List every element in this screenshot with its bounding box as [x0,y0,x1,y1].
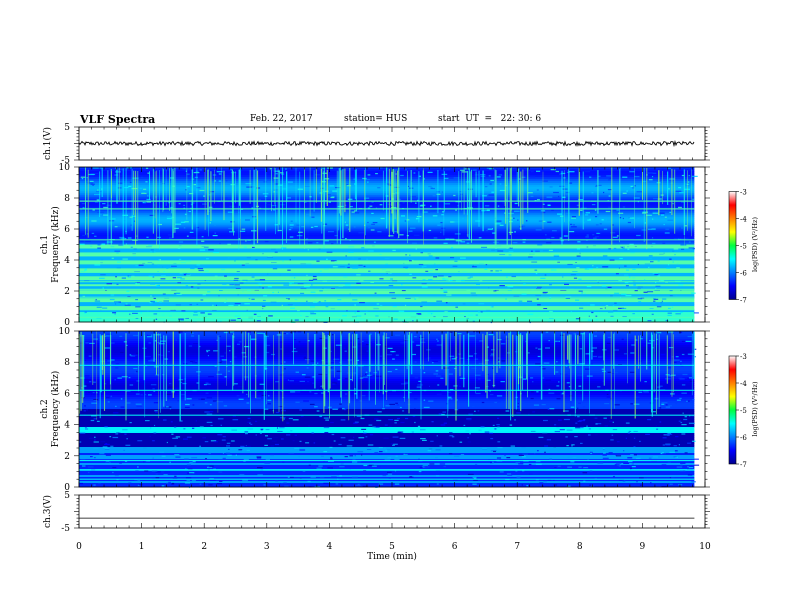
colorbar-tick-label: -7 [740,297,747,305]
y-tick-label: 4 [64,256,70,266]
y-axis-label: ch.1(V) [42,127,53,160]
channel-label: ch.2 [40,399,50,418]
y-axis-label: ch.3(V) [42,495,53,528]
header-date: Feb. 22, 2017 [250,114,313,124]
y-tick-label: 4 [64,421,70,431]
y-tick-label: 0 [64,483,70,493]
ch1-spectrogram [79,167,699,324]
x-tick-label: 2 [201,542,207,552]
y-tick-label: 10 [59,163,71,173]
header-title: VLF Spectra [80,113,156,126]
y-tick-label: 2 [64,452,70,462]
x-tick-label: 3 [264,542,270,552]
x-tick-label: 9 [640,542,646,552]
y-axis-label: Frequency (kHz) [50,371,61,448]
x-tick-label: 7 [514,542,520,552]
colorbar-tick-label: -6 [740,270,747,278]
colorbar-tick-label: -4 [740,216,747,224]
y-tick-label: 6 [64,389,70,399]
x-tick-label: 6 [452,542,458,552]
y-tick-label: 5 [64,123,70,133]
y-tick-label: 0 [64,318,70,328]
channel-label: ch.1 [40,235,50,254]
x-tick-label: 4 [327,542,333,552]
colorbar-tick-label: -4 [740,380,747,388]
y-tick-label: -5 [61,524,70,534]
colorbar-tick-label: -6 [740,434,747,442]
x-tick-label: 5 [389,542,395,552]
y-tick-label: 2 [64,287,70,297]
colorbar-tick-label: -3 [740,189,747,197]
y-tick-label: 5 [64,491,70,501]
y-axis-label: Frequency (kHz) [50,206,61,283]
y-tick-label: -5 [61,156,70,166]
x-tick-label: 8 [577,542,583,552]
y-tick-label: 10 [59,327,71,337]
x-axis-label: Time (min) [367,551,417,562]
ch2-spectrogram [78,331,700,489]
header-start-time: start UT = 22: 30: 6 [438,114,542,124]
colorbar [728,191,737,300]
colorbar-tick-label: -5 [740,243,747,251]
colorbar-label: log(PSD) (V²/Hz) [751,381,759,436]
x-tick-label: 1 [139,542,145,552]
y-tick-label: 8 [64,358,70,368]
y-tick-label: 8 [64,194,70,204]
y-tick-label: 6 [64,225,70,235]
colorbar-tick-label: -5 [740,407,747,415]
colorbar-tick-label: -3 [740,353,747,361]
colorbar [728,355,737,465]
colorbar-label: log(PSD) (V²/Hz) [751,217,759,272]
ch1-waveform [78,140,695,148]
x-tick-label: 0 [76,542,82,552]
colorbar-tick-label: -7 [740,461,747,469]
header-station: station= HUS [344,114,408,124]
x-tick-label: 10 [699,542,711,552]
